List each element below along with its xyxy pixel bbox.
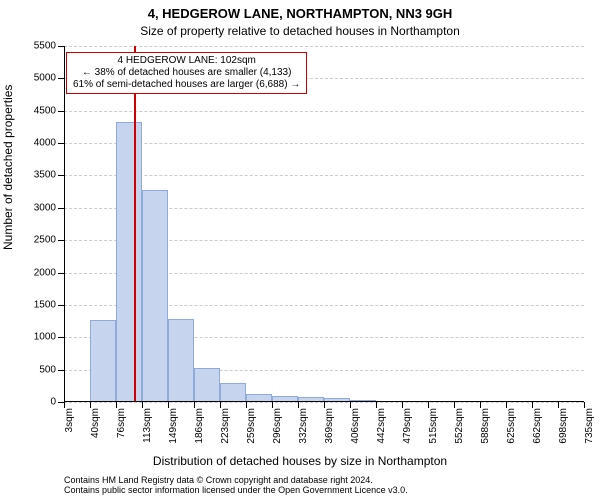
plot-area: 0500100015002000250030003500400045005000…	[64, 46, 584, 402]
attribution-line2: Contains public sector information licen…	[64, 486, 408, 496]
x-tick-label: 223sqm	[220, 408, 231, 444]
x-axis-line	[64, 401, 584, 402]
histogram-bar	[220, 383, 246, 402]
y-tick-label: 2500	[34, 235, 56, 246]
x-tick-label: 625sqm	[506, 408, 517, 444]
x-tick-label: 479sqm	[402, 408, 413, 444]
x-tick-label: 662sqm	[532, 408, 543, 444]
y-tick-label: 4500	[34, 105, 56, 116]
y-tick-label: 1500	[34, 299, 56, 310]
y-tick-label: 1000	[34, 332, 56, 343]
y-tick-label: 5500	[34, 41, 56, 52]
x-tick-label: 369sqm	[324, 408, 335, 444]
y-tick-label: 2000	[34, 267, 56, 278]
histogram-bar	[142, 190, 168, 402]
property-marker-line	[134, 46, 136, 402]
chart-subtitle: Size of property relative to detached ho…	[0, 24, 600, 38]
attribution: Contains HM Land Registry data © Crown c…	[64, 476, 408, 496]
x-tick-label: 552sqm	[454, 408, 465, 444]
annotation-box: 4 HEDGEROW LANE: 102sqm ← 38% of detache…	[66, 52, 307, 94]
x-tick-label: 442sqm	[376, 408, 387, 444]
x-tick-label: 113sqm	[142, 408, 153, 443]
gridline	[64, 46, 584, 47]
annotation-line1: 4 HEDGEROW LANE: 102sqm	[73, 55, 300, 67]
x-tick-label: 735sqm	[584, 408, 595, 444]
x-tick-label: 332sqm	[298, 408, 309, 444]
histogram-bar	[116, 122, 142, 402]
x-tick-label: 588sqm	[480, 408, 491, 444]
annotation-line2: ← 38% of detached houses are smaller (4,…	[73, 67, 300, 79]
x-tick-label: 406sqm	[350, 408, 361, 444]
chart-title: 4, HEDGEROW LANE, NORTHAMPTON, NN3 9GH	[0, 6, 600, 21]
x-tick-label: 76sqm	[116, 408, 127, 438]
y-tick-label: 3000	[34, 202, 56, 213]
x-tick-label: 515sqm	[428, 408, 439, 444]
y-tick-label: 4000	[34, 138, 56, 149]
x-tick-label: 3sqm	[64, 408, 75, 432]
x-tick-label: 149sqm	[168, 408, 179, 444]
y-tick-label: 500	[39, 364, 56, 375]
x-tick-label: 296sqm	[272, 408, 283, 444]
y-axis-label: Number of detached properties	[1, 85, 15, 250]
gridline	[64, 111, 584, 112]
histogram-bar	[90, 320, 116, 402]
y-tick-label: 3500	[34, 170, 56, 181]
y-tick-label: 0	[50, 397, 56, 408]
x-tick-label: 259sqm	[246, 408, 257, 444]
x-tick-label: 40sqm	[90, 408, 101, 438]
histogram-bar	[168, 319, 194, 402]
x-tick-label: 186sqm	[194, 408, 205, 444]
y-tick-label: 5000	[34, 73, 56, 84]
x-axis-label: Distribution of detached houses by size …	[0, 454, 600, 468]
y-axis-line	[64, 46, 65, 402]
histogram-bar	[194, 368, 220, 402]
x-tick-label: 698sqm	[558, 408, 569, 444]
annotation-line3: 61% of semi-detached houses are larger (…	[73, 79, 300, 91]
